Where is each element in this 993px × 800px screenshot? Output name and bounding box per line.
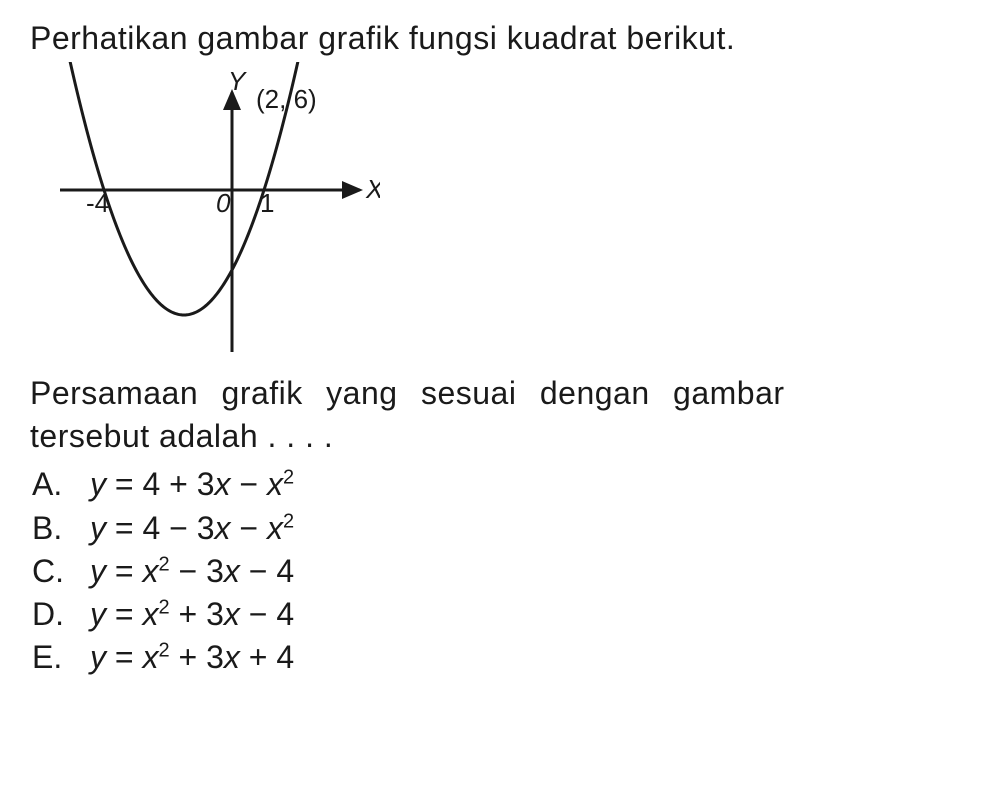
svg-text:-4: -4 <box>86 188 109 218</box>
option-row: D.y = x2 + 3x − 4 <box>30 593 963 636</box>
option-letter: A. <box>30 463 90 506</box>
option-letter: C. <box>30 550 90 593</box>
option-equation: y = x2 − 3x − 4 <box>90 550 294 593</box>
option-letter: B. <box>30 507 90 550</box>
graph-container: Y X 0 (2, 6) -4 1 <box>40 62 380 362</box>
option-row: E.y = x2 + 3x + 4 <box>30 636 963 679</box>
options-list: A.y = 4 + 3x − x2B.y = 4 − 3x − x2C.y = … <box>30 463 963 679</box>
option-letter: E. <box>30 636 90 679</box>
option-equation: y = 4 − 3x − x2 <box>90 507 294 550</box>
option-row: C.y = x2 − 3x − 4 <box>30 550 963 593</box>
svg-text:1: 1 <box>260 188 274 218</box>
sub-question-line2: tersebut adalah . . . . <box>30 418 333 454</box>
option-equation: y = x2 + 3x + 4 <box>90 636 294 679</box>
option-letter: D. <box>30 593 90 636</box>
option-equation: y = 4 + 3x − x2 <box>90 463 294 506</box>
svg-text:0: 0 <box>216 188 231 218</box>
sub-question: Persamaan grafik yang sesuai dengan gamb… <box>30 372 963 458</box>
option-equation: y = x2 + 3x − 4 <box>90 593 294 636</box>
svg-text:(2, 6): (2, 6) <box>256 84 317 114</box>
svg-text:X: X <box>365 174 380 204</box>
svg-text:Y: Y <box>228 66 247 96</box>
option-row: B.y = 4 − 3x − x2 <box>30 507 963 550</box>
sub-question-line1: Persamaan grafik yang sesuai dengan gamb… <box>30 375 785 411</box>
question-text: Perhatikan gambar grafik fungsi kuadrat … <box>30 20 963 57</box>
option-row: A.y = 4 + 3x − x2 <box>30 463 963 506</box>
parabola-graph: Y X 0 (2, 6) -4 1 <box>40 62 380 362</box>
